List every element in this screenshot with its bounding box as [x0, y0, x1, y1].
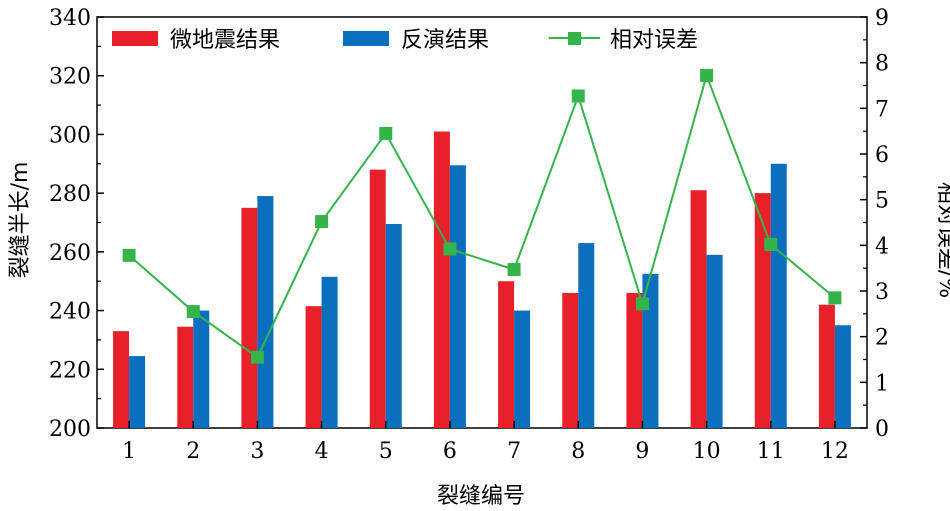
right-tick-label: 8: [875, 52, 889, 77]
error-marker-6: [443, 242, 457, 256]
x-tick-label: 3: [250, 439, 264, 464]
right-tick-label: 5: [875, 189, 889, 214]
bar-inversion-6: [449, 165, 466, 428]
bar-microseismic-10: [690, 190, 707, 428]
legend-label-microseismic: 微地震结果: [170, 28, 280, 53]
left-tick-label: 260: [49, 241, 91, 266]
left-axis-ticks: 200 220 240 260 280 300 320 340: [49, 6, 104, 442]
bar-inversion-1: [129, 356, 146, 428]
error-marker-11: [764, 237, 778, 251]
x-tick-label: 12: [821, 439, 849, 464]
bar-inversion-2: [193, 310, 210, 428]
left-tick-label: 200: [49, 417, 91, 442]
x-tick-label: 4: [315, 439, 329, 464]
right-tick-label: 3: [875, 280, 889, 305]
bar-microseismic-7: [498, 281, 515, 428]
bar-microseismic-8: [562, 292, 579, 428]
error-marker-4: [315, 215, 329, 229]
right-axis-ticks: 0 1 2 3 4 5 6 7 8 9: [860, 6, 889, 442]
bar-inversion-3: [257, 196, 274, 428]
legend-marker-error: [568, 32, 581, 45]
bar-inversion-8: [578, 243, 595, 428]
error-marker-3: [250, 350, 264, 364]
bar-microseismic-9: [626, 292, 643, 428]
plot-frame: [96, 16, 868, 429]
error-marker-10: [700, 68, 714, 82]
plot-border: [96, 16, 868, 429]
y2-axis-title: 相对误差/%: [934, 182, 950, 298]
bar-inversion-7: [514, 310, 531, 428]
bar-inversion-10: [706, 254, 723, 428]
x-tick-label: 8: [571, 439, 585, 464]
x-tick-label: 5: [379, 439, 393, 464]
right-tick-label: 9: [875, 6, 889, 31]
bar-microseismic-6: [433, 131, 450, 428]
right-tick-label: 4: [875, 234, 889, 259]
x-tick-label: 7: [507, 439, 521, 464]
bar-inversion-9: [642, 273, 659, 428]
x-tick-label: 10: [693, 439, 721, 464]
error-marker-7: [507, 263, 521, 277]
error-marker-12: [828, 291, 842, 305]
x-tick-label: 11: [757, 439, 785, 464]
bar-inversion-11: [770, 163, 787, 429]
bar-microseismic-1: [113, 331, 130, 428]
left-tick-label: 280: [49, 182, 91, 207]
error-marker-8: [571, 89, 585, 103]
legend-swatch-microseismic: [112, 31, 158, 46]
bars: [113, 131, 851, 429]
x-tick-label: 6: [443, 439, 457, 464]
left-tick-label: 240: [49, 300, 91, 325]
y-axis-title: 裂缝半长/m: [8, 162, 33, 279]
right-tick-label: 2: [875, 326, 889, 351]
x-axis-title: 裂缝编号: [437, 484, 525, 509]
bar-microseismic-12: [818, 304, 835, 428]
left-tick-label: 340: [49, 6, 91, 31]
error-line-series: [122, 68, 842, 364]
x-tick-label: 2: [186, 439, 200, 464]
bar-inversion-12: [834, 325, 851, 428]
legend: 微地震结果 反演结果 相对误差: [112, 28, 698, 53]
bar-inversion-4: [321, 276, 338, 428]
bar-microseismic-11: [754, 193, 771, 428]
left-tick-label: 300: [49, 123, 91, 148]
right-tick-label: 0: [875, 417, 889, 442]
x-tick-label: 9: [635, 439, 649, 464]
bar-microseismic-2: [177, 326, 194, 428]
legend-label-error: 相对误差: [610, 28, 698, 53]
x-axis-ticks: 1 2 3 4 5 6 7 8 9 10 11 12: [122, 421, 849, 464]
error-marker-1: [122, 248, 136, 262]
right-tick-label: 6: [875, 143, 889, 168]
bar-microseismic-3: [241, 207, 258, 428]
legend-label-inversion: 反演结果: [401, 28, 489, 53]
right-tick-label: 7: [875, 97, 889, 122]
left-tick-label: 320: [49, 65, 91, 90]
error-line: [128, 72, 836, 359]
error-marker-5: [379, 126, 393, 140]
right-tick-label: 1: [875, 371, 889, 396]
error-marker-2: [186, 305, 200, 319]
x-tick-label: 1: [122, 439, 136, 464]
error-marker-9: [635, 297, 649, 311]
legend-swatch-inversion: [343, 31, 389, 46]
left-tick-label: 220: [49, 358, 91, 383]
bar-microseismic-4: [305, 306, 322, 428]
bar-inversion-5: [385, 223, 402, 428]
bar-microseismic-5: [369, 169, 386, 428]
